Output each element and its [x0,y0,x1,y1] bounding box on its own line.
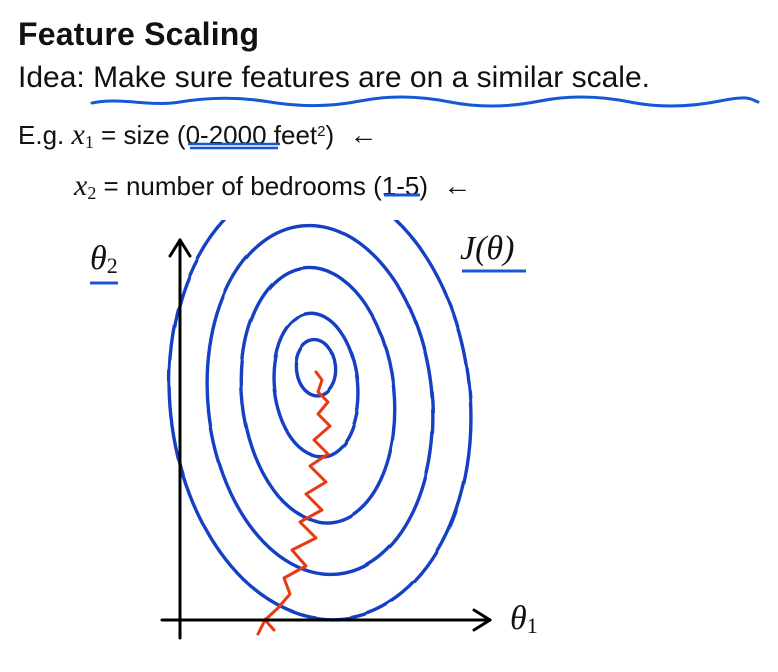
idea-label: Idea: [18,61,93,94]
eq1: = [94,120,124,150]
x1-sub: 1 [85,132,94,152]
slide-root: Feature Scaling Idea: Make sure features… [0,0,778,672]
x2-desc-a: number of bedrooms ( [126,171,382,201]
x2-desc-b: ) [419,171,428,201]
contour-chart: θ2 J(θ) θ1 [60,220,620,650]
x1-desc-b: feet [267,120,318,150]
x1-desc-c: ) [325,120,334,150]
chart-svg [60,220,620,650]
arrow-left-icon-1: ← [349,120,377,151]
slide-title: Feature Scaling [18,16,760,53]
x1-range: 0-2000 [186,113,267,157]
idea-line: Idea: Make sure features are on a simila… [18,59,760,97]
x1-range-text: 0-2000 [186,120,267,150]
x2-range-text: 1-5 [382,171,420,201]
x1-var: x [71,118,84,151]
x1-desc-a: size ( [123,120,185,150]
x2-var: x [74,169,87,202]
arrow-left-icon-2: ← [443,171,471,202]
example-row-1: E.g. x1 = size (0-2000 feet2) ← [18,109,760,160]
eg-prefix: E.g. [18,120,71,150]
example-block: E.g. x1 = size (0-2000 feet2) ← x2 = num… [18,109,760,211]
idea-text: Make sure features are on a similar scal… [93,61,650,94]
eq2: = [96,171,126,201]
example-row-2: x2 = number of bedrooms (1-5) ← [18,160,760,211]
x2-sub: 2 [87,183,96,203]
x2-range: 1-5 [382,164,420,208]
